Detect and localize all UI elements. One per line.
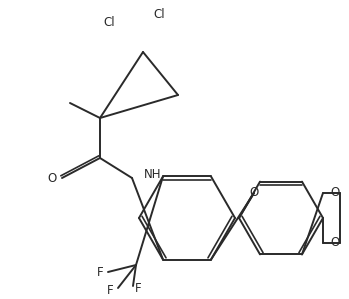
- Text: O: O: [330, 187, 339, 199]
- Text: F: F: [135, 281, 141, 295]
- Text: O: O: [250, 187, 259, 199]
- Text: Cl: Cl: [153, 7, 165, 21]
- Text: O: O: [47, 172, 57, 184]
- Text: F: F: [107, 283, 113, 297]
- Text: O: O: [330, 237, 339, 249]
- Text: Cl: Cl: [103, 16, 115, 30]
- Text: NH: NH: [144, 167, 162, 181]
- Text: F: F: [97, 266, 103, 278]
